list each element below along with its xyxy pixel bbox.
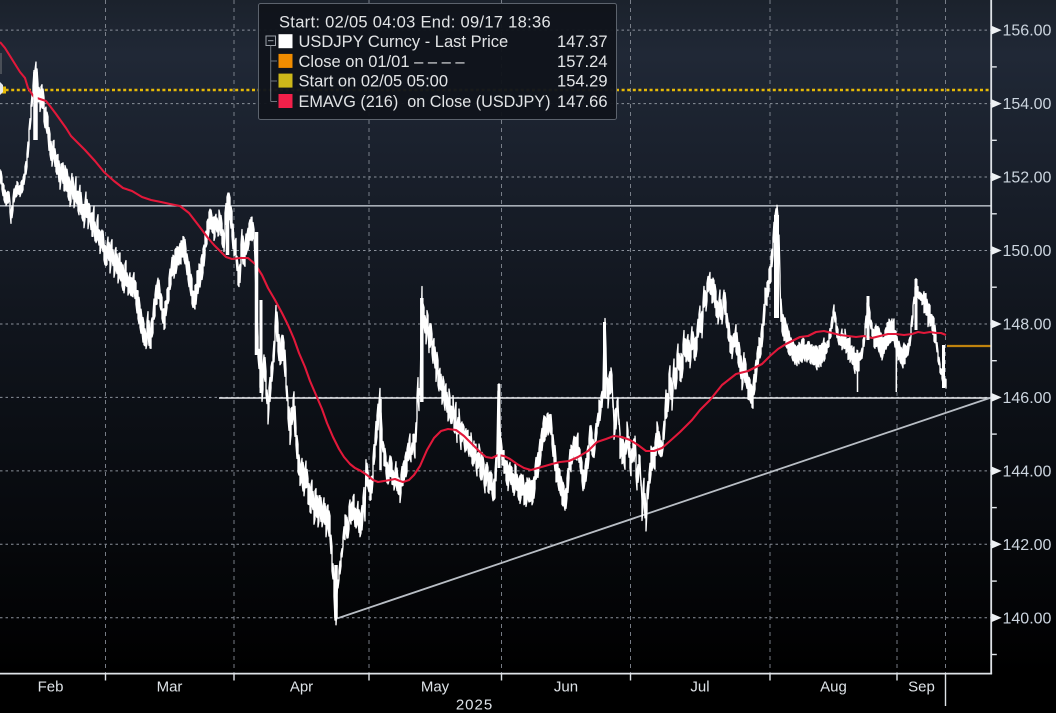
svg-text:Feb: Feb	[38, 679, 64, 696]
svg-text:148.00: 148.00	[1003, 317, 1052, 334]
svg-text:152.00: 152.00	[1003, 170, 1052, 187]
svg-text:May: May	[421, 679, 450, 696]
svg-text:Start: 02/05 04:03 End: 09/17: Start: 02/05 04:03 End: 09/17 18:36	[279, 14, 551, 32]
svg-text:144.00: 144.00	[1003, 463, 1052, 480]
svg-text:Aug: Aug	[820, 679, 847, 696]
svg-text:147.37: 147.37	[557, 33, 607, 51]
svg-text:140.00: 140.00	[1003, 610, 1052, 627]
svg-text:Sep: Sep	[908, 679, 935, 696]
svg-text:156.00: 156.00	[1003, 23, 1052, 40]
svg-text:USDJPY Curncy - Last Price: USDJPY Curncy - Last Price	[299, 33, 509, 51]
svg-text:Start on 02/05 05:00: Start on 02/05 05:00	[299, 73, 449, 91]
svg-text:Apr: Apr	[290, 679, 313, 696]
svg-text:2025: 2025	[456, 697, 493, 713]
svg-text:142.00: 142.00	[1003, 537, 1052, 554]
svg-text:154.29: 154.29	[557, 73, 607, 91]
svg-text:150.00: 150.00	[1003, 243, 1052, 260]
svg-text:146.00: 146.00	[1003, 390, 1052, 407]
svg-text:Mar: Mar	[157, 679, 183, 696]
svg-text:147.66: 147.66	[557, 93, 607, 111]
svg-text:Close on 01/01 – – – –: Close on 01/01 – – – –	[299, 53, 466, 71]
svg-text:Jul: Jul	[690, 679, 709, 696]
svg-text:EMAVG (216) on Close (USDJPY): EMAVG (216) on Close (USDJPY)	[299, 93, 551, 111]
svg-text:157.24: 157.24	[557, 53, 607, 71]
svg-text:Jun: Jun	[554, 679, 578, 696]
svg-text:154.00: 154.00	[1003, 96, 1052, 113]
